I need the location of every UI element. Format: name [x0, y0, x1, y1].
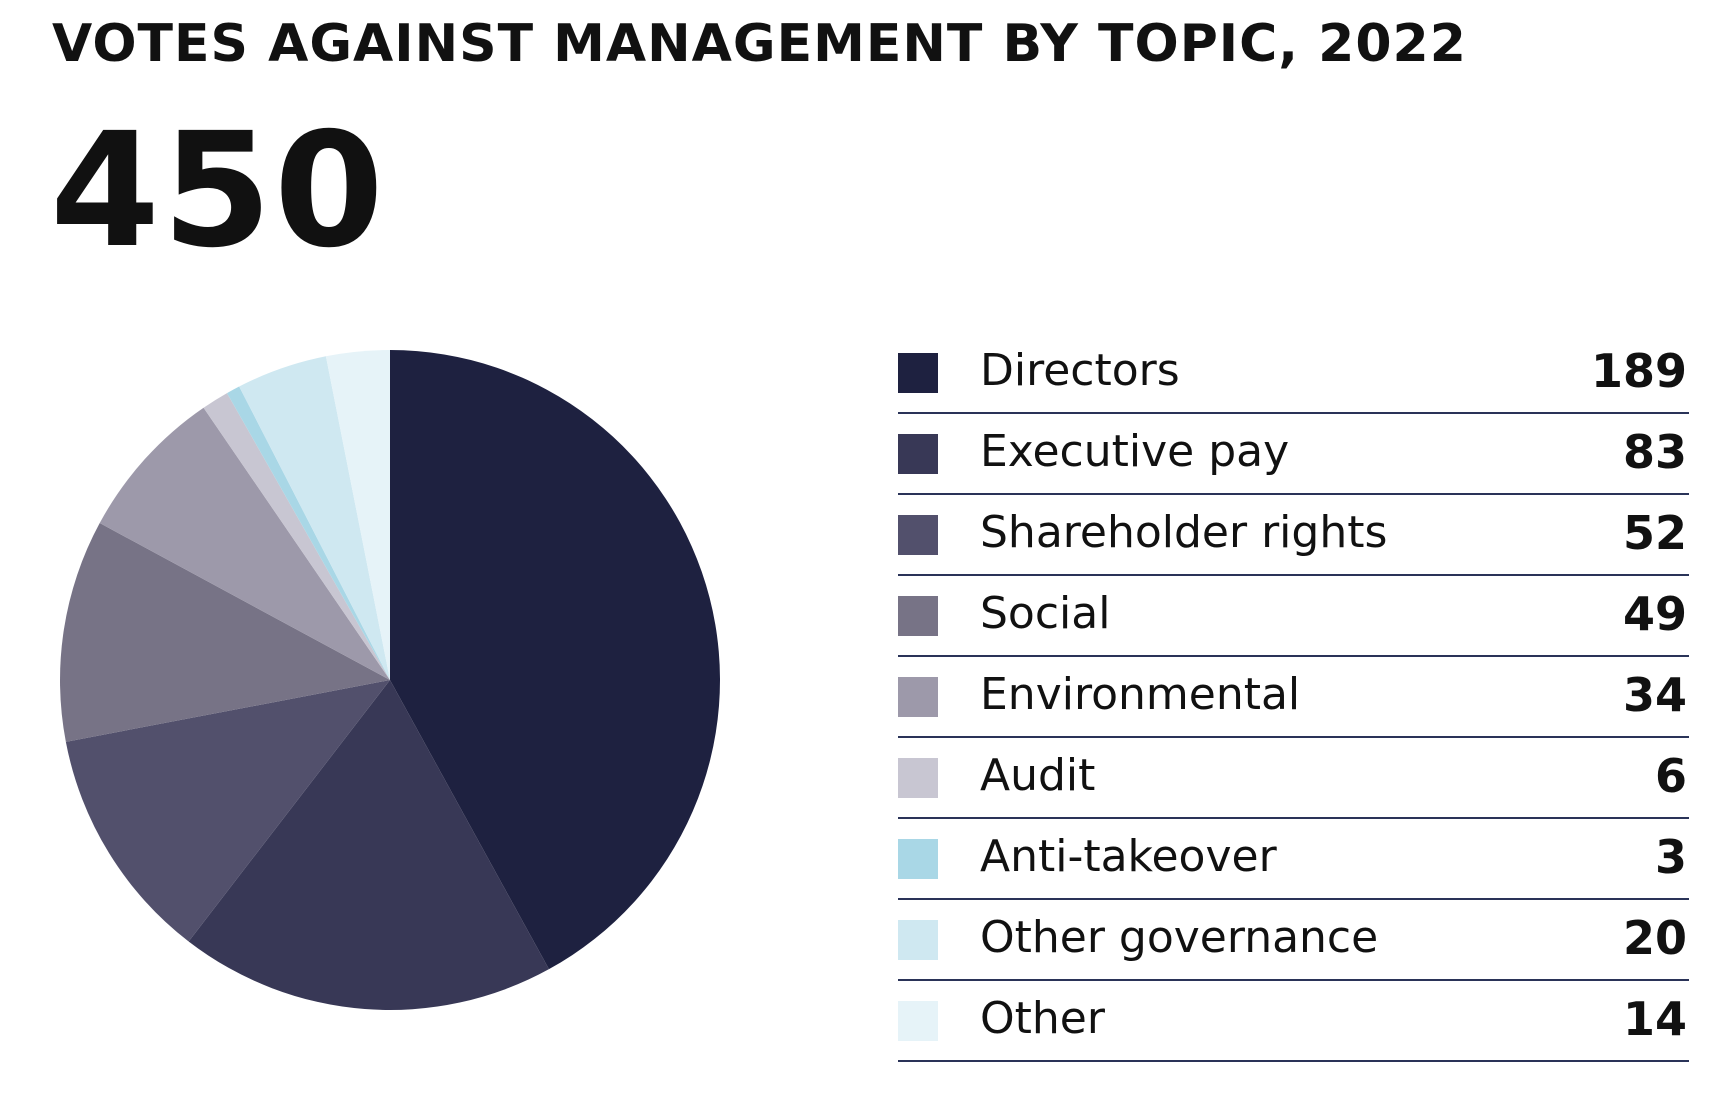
total-votes: 450	[50, 99, 386, 283]
legend-label: Directors	[980, 345, 1180, 396]
legend-value: 6	[1654, 749, 1687, 803]
legend-row-other: Other 14	[898, 981, 1689, 1062]
legend-swatch	[898, 920, 938, 960]
legend-row-other-governance: Other governance 20	[898, 900, 1689, 981]
legend-label: Executive pay	[980, 426, 1290, 477]
legend-value: 34	[1622, 668, 1687, 722]
legend-value: 20	[1622, 911, 1687, 965]
legend-row-executive-pay: Executive pay 83	[898, 414, 1689, 495]
legend-row-audit: Audit 6	[898, 738, 1689, 819]
legend-row-shareholder-rights: Shareholder rights 52	[898, 495, 1689, 576]
legend-swatch	[898, 353, 938, 393]
chart-title: VOTES AGAINST MANAGEMENT BY TOPIC, 2022	[52, 14, 1467, 74]
legend-value: 189	[1590, 344, 1687, 398]
legend-label: Environmental	[980, 669, 1301, 720]
pie-slice-anti-takeover	[227, 386, 390, 680]
legend-value: 3	[1654, 830, 1687, 884]
pie-slice-audit	[203, 393, 390, 680]
legend-label: Anti-takeover	[980, 831, 1277, 882]
legend-swatch	[898, 596, 938, 636]
legend-row-social: Social 49	[898, 576, 1689, 657]
pie-slice-executive-pay	[188, 680, 549, 1011]
pie-slice-shareholder-rights	[65, 680, 390, 942]
pie-slice-environmental	[99, 407, 390, 680]
legend-swatch	[898, 434, 938, 474]
legend-value: 83	[1622, 425, 1687, 479]
pie-slice-social	[60, 523, 390, 742]
pie-slice-other-governance	[239, 356, 390, 680]
legend-swatch	[898, 1001, 938, 1041]
pie-slice-directors	[390, 350, 720, 970]
legend-row-environmental: Environmental 34	[898, 657, 1689, 738]
legend-swatch	[898, 839, 938, 879]
legend-label: Shareholder rights	[980, 507, 1388, 558]
legend-row-directors: Directors 189	[898, 333, 1689, 414]
legend-value: 52	[1622, 506, 1687, 560]
pie-slice-other	[325, 350, 390, 680]
legend-value: 14	[1622, 992, 1687, 1046]
legend-swatch	[898, 515, 938, 555]
legend-label: Other governance	[980, 912, 1379, 963]
legend-label: Social	[980, 588, 1111, 639]
legend: Directors 189 Executive pay 83 Sharehold…	[898, 333, 1689, 1062]
legend-row-anti-takeover: Anti-takeover 3	[898, 819, 1689, 900]
legend-value: 49	[1622, 587, 1687, 641]
pie-chart	[60, 350, 720, 1011]
legend-swatch	[898, 677, 938, 717]
legend-swatch	[898, 758, 938, 798]
legend-label: Audit	[980, 750, 1096, 801]
legend-label: Other	[980, 993, 1105, 1044]
